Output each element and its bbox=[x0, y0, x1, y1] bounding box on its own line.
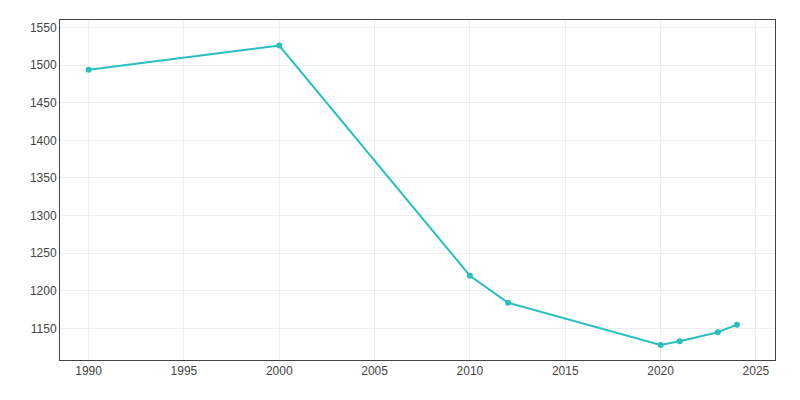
svg-text:2005: 2005 bbox=[361, 364, 388, 378]
svg-text:1995: 1995 bbox=[171, 364, 198, 378]
svg-text:2010: 2010 bbox=[457, 364, 484, 378]
svg-text:1350: 1350 bbox=[30, 171, 57, 185]
svg-text:1450: 1450 bbox=[30, 96, 57, 110]
svg-text:1200: 1200 bbox=[30, 284, 57, 298]
svg-text:1250: 1250 bbox=[30, 246, 57, 260]
svg-text:1990: 1990 bbox=[75, 364, 102, 378]
svg-text:2025: 2025 bbox=[743, 364, 770, 378]
svg-text:1500: 1500 bbox=[30, 58, 57, 72]
svg-text:1150: 1150 bbox=[31, 322, 57, 336]
svg-text:1300: 1300 bbox=[30, 209, 57, 223]
svg-text:2015: 2015 bbox=[552, 364, 579, 378]
svg-text:1550: 1550 bbox=[30, 21, 57, 35]
svg-text:2000: 2000 bbox=[266, 364, 293, 378]
svg-text:2020: 2020 bbox=[647, 364, 674, 378]
svg-text:1400: 1400 bbox=[30, 134, 57, 148]
